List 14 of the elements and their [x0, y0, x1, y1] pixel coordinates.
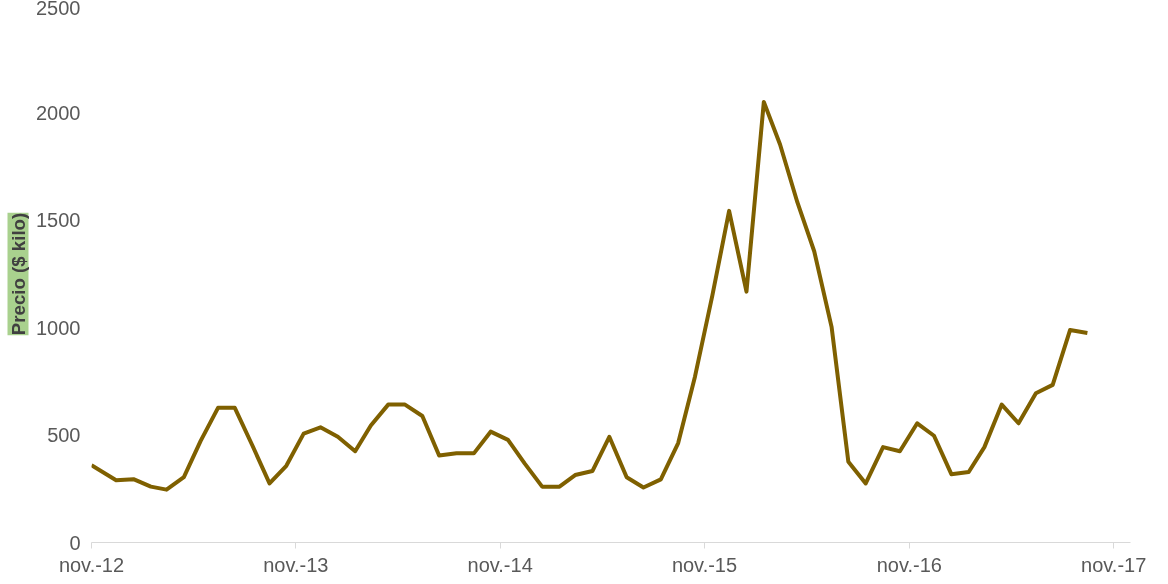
y-tick-label: 500 — [47, 424, 81, 447]
y-tick-label: 2000 — [36, 101, 81, 124]
y-tick-label: 1500 — [36, 209, 81, 232]
line-series — [91, 99, 1090, 492]
y-axis-title: Precio ($ kilo) — [7, 212, 29, 336]
x-tick-label: nov.-15 — [671, 553, 738, 576]
y-tick-label: 0 — [69, 531, 81, 554]
y-tick-label: 2500 — [36, 0, 81, 19]
x-tick-label: nov.-17 — [1081, 553, 1147, 576]
x-tick-label: nov.-16 — [876, 553, 942, 576]
x-tick-label: nov.-13 — [263, 553, 329, 576]
x-tick-label: nov.-12 — [58, 553, 125, 576]
y-tick-label: 1000 — [36, 316, 81, 339]
x-tick-label: nov.-14 — [467, 553, 533, 576]
